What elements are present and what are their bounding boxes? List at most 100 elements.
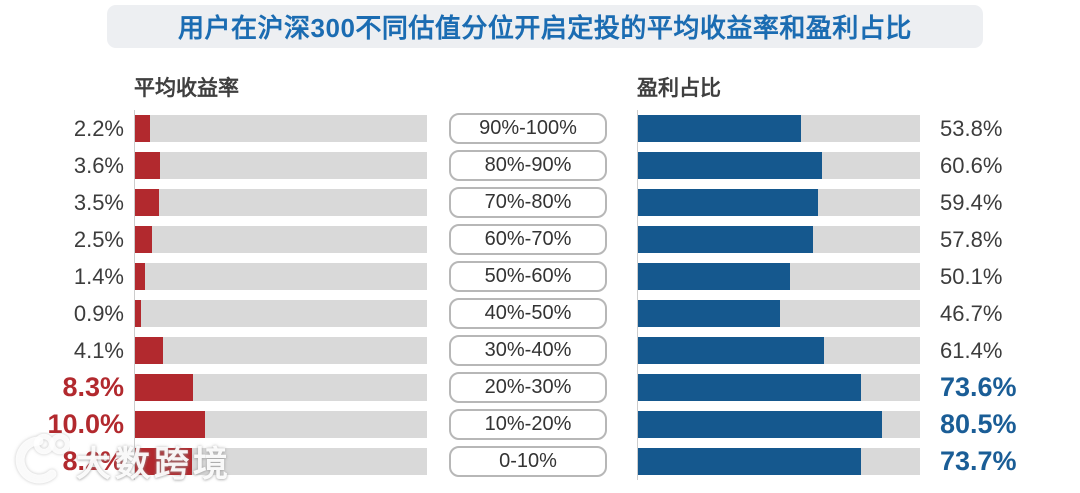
avg-return-bar-track <box>134 369 427 406</box>
profit-ratio-bar-track <box>637 443 920 480</box>
avg-return-bar-track <box>134 184 427 221</box>
valuation-range-box: 30%-40% <box>449 335 607 366</box>
avg-return-bar-track <box>134 110 427 147</box>
bar-track <box>638 300 920 327</box>
bar-track <box>638 115 920 142</box>
valuation-range-cell: 10%-20% <box>449 406 607 443</box>
chart-row: 1.4% 50%-60% 50.1% <box>0 258 1080 295</box>
bar-track <box>135 115 427 142</box>
valuation-range-box: 10%-20% <box>449 409 607 440</box>
avg-return-bar-track <box>134 443 427 480</box>
bar-track <box>135 374 427 401</box>
profit-ratio-bar-track <box>637 369 920 406</box>
valuation-range-cell: 80%-90% <box>449 147 607 184</box>
avg-return-value: 2.5% <box>73 227 124 252</box>
profit-ratio-bar <box>638 152 822 179</box>
bar-track <box>638 189 920 216</box>
profit-ratio-value: 73.6% <box>940 372 1017 402</box>
chart-rows: 2.2% 90%-100% 53.8% 3.6% 80%-90% 60.6% 3.5% 70%… <box>0 110 1080 480</box>
profit-ratio-bar <box>638 189 819 216</box>
profit-ratio-bar <box>638 411 883 438</box>
profit-ratio-value: 73.7% <box>940 446 1017 476</box>
avg-return-bar <box>135 189 160 216</box>
avg-return-bar <box>135 115 151 142</box>
valuation-range-cell: 70%-80% <box>449 184 607 221</box>
dual-bar-chart: 平均收益率 盈利占比 2.2% 90%-100% 53.8% 3.6% 80%-90% 6… <box>0 68 1080 480</box>
avg-return-value: 0.9% <box>73 301 124 326</box>
bar-track <box>135 300 427 327</box>
profit-ratio-bar <box>638 263 790 290</box>
profit-ratio-bar-track <box>637 258 920 295</box>
bar-track <box>638 411 920 438</box>
profit-ratio-bar-track <box>637 110 920 147</box>
avg-return-bar-track <box>134 258 427 295</box>
avg-return-bar <box>135 337 164 364</box>
bar-track <box>638 152 920 179</box>
bar-track <box>638 226 920 253</box>
column-headers: 平均收益率 盈利占比 <box>0 68 1080 110</box>
bar-track <box>135 226 427 253</box>
valuation-range-cell: 20%-30% <box>449 369 607 406</box>
valuation-range-cell: 40%-50% <box>449 295 607 332</box>
chart-row: 2.5% 60%-70% 57.8% <box>0 221 1080 258</box>
chart-row: 2.2% 90%-100% 53.8% <box>0 110 1080 147</box>
profit-ratio-bar <box>638 226 814 253</box>
profit-ratio-bar <box>638 115 802 142</box>
left-series-header: 平均收益率 <box>134 77 239 100</box>
profit-ratio-bar-track <box>637 406 920 443</box>
bar-track <box>135 337 427 364</box>
valuation-range-box: 20%-30% <box>449 372 607 403</box>
valuation-range-box: 0-10% <box>449 446 607 477</box>
valuation-range-cell: 30%-40% <box>449 332 607 369</box>
chart-row: 8.2% 0-10% 73.7% <box>0 443 1080 480</box>
right-series-header: 盈利占比 <box>637 77 721 100</box>
profit-ratio-bar-track <box>637 295 920 332</box>
valuation-range-box: 70%-80% <box>449 187 607 218</box>
profit-ratio-bar-track <box>637 184 920 221</box>
bar-track <box>135 448 427 475</box>
valuation-range-box: 60%-70% <box>449 224 607 255</box>
valuation-range-cell: 60%-70% <box>449 221 607 258</box>
avg-return-bar-track <box>134 406 427 443</box>
profit-ratio-value: 61.4% <box>940 338 1003 363</box>
bar-track <box>135 152 427 179</box>
valuation-range-box: 90%-100% <box>449 113 607 144</box>
profit-ratio-bar-track <box>637 221 920 258</box>
avg-return-value: 10.0% <box>47 409 124 439</box>
profit-ratio-value: 57.8% <box>940 227 1003 252</box>
profit-ratio-bar <box>638 374 862 401</box>
chart-row: 8.3% 20%-30% 73.6% <box>0 369 1080 406</box>
bar-track <box>135 263 427 290</box>
avg-return-bar-track <box>134 295 427 332</box>
valuation-range-cell: 90%-100% <box>449 110 607 147</box>
profit-ratio-value: 46.7% <box>940 301 1003 326</box>
avg-return-bar <box>135 374 193 401</box>
bar-track <box>638 374 920 401</box>
bar-track <box>638 263 920 290</box>
valuation-range-box: 50%-60% <box>449 261 607 292</box>
avg-return-value: 8.3% <box>62 372 124 402</box>
profit-ratio-bar-track <box>637 332 920 369</box>
valuation-range-box: 40%-50% <box>449 298 607 329</box>
bar-track <box>638 337 920 364</box>
avg-return-bar <box>135 300 142 327</box>
avg-return-bar <box>135 152 161 179</box>
valuation-range-cell: 50%-60% <box>449 258 607 295</box>
profit-ratio-bar-track <box>637 147 920 184</box>
profit-ratio-value: 53.8% <box>940 116 1003 141</box>
avg-return-bar-track <box>134 332 427 369</box>
avg-return-value: 1.4% <box>73 264 124 289</box>
chart-row: 0.9% 40%-50% 46.7% <box>0 295 1080 332</box>
profit-ratio-value: 80.5% <box>940 409 1017 439</box>
profit-ratio-value: 59.4% <box>940 190 1003 215</box>
avg-return-bar-track <box>134 147 427 184</box>
avg-return-bar <box>135 263 145 290</box>
page-title: 用户在沪深300不同估值分位开启定投的平均收益率和盈利占比 <box>178 13 912 43</box>
avg-return-value: 3.5% <box>73 190 124 215</box>
avg-return-bar <box>135 411 205 438</box>
profit-ratio-bar <box>638 448 862 475</box>
chart-row: 4.1% 30%-40% 61.4% <box>0 332 1080 369</box>
bar-track <box>135 189 427 216</box>
chart-row: 10.0% 10%-20% 80.5% <box>0 406 1080 443</box>
profit-ratio-bar <box>638 300 780 327</box>
